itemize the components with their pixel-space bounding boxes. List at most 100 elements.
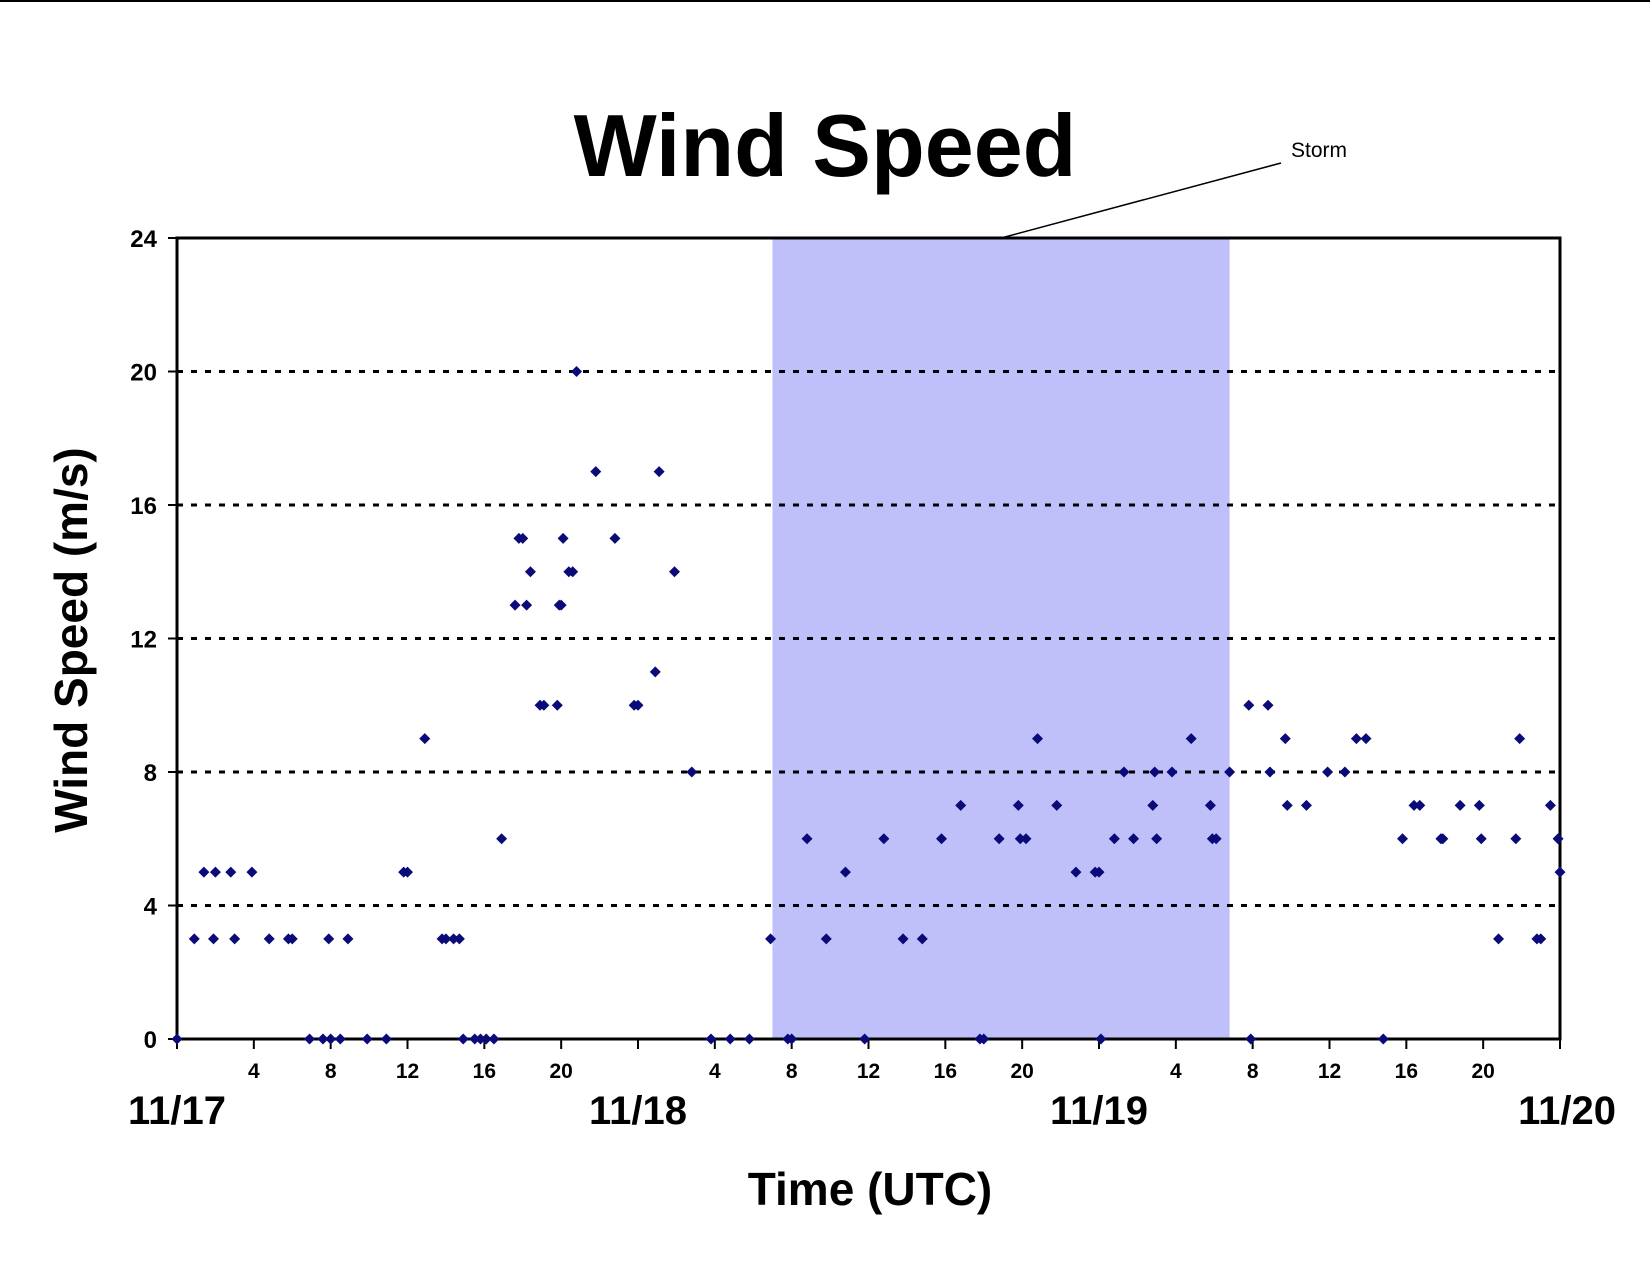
data-point <box>207 933 219 945</box>
data-point <box>668 566 680 578</box>
data-point <box>1095 1033 1107 1045</box>
data-point <box>209 866 221 878</box>
storm-period-band <box>772 238 1230 1039</box>
data-point <box>1245 1033 1257 1045</box>
hour-tick-label: 4 <box>1170 1060 1182 1083</box>
data-point <box>743 1033 755 1045</box>
data-point <box>765 933 777 945</box>
hour-tick-label: 4 <box>248 1060 260 1083</box>
data-point <box>317 1033 329 1045</box>
y-tick-label: 0 <box>144 1027 157 1054</box>
date-tick-label: 11/18 <box>589 1089 687 1133</box>
data-point <box>469 1033 481 1045</box>
data-point <box>653 466 665 478</box>
data-point <box>1350 733 1362 745</box>
data-point <box>402 866 413 878</box>
data-point <box>480 1033 492 1045</box>
data-point <box>859 1033 871 1045</box>
data-point <box>1108 833 1120 845</box>
data-point <box>567 566 579 578</box>
data-point <box>1544 799 1556 811</box>
data-point <box>649 666 661 678</box>
data-point <box>1070 866 1082 878</box>
data-point <box>1118 766 1130 778</box>
data-point <box>453 933 465 945</box>
data-point <box>1020 833 1032 845</box>
hour-tick-label: 20 <box>549 1060 572 1083</box>
data-point <box>448 933 460 945</box>
hour-tick-label: 20 <box>1010 1060 1033 1083</box>
data-point <box>1552 833 1564 845</box>
x-axis-title: Time (UTC) <box>748 1163 993 1215</box>
data-point <box>323 933 335 945</box>
data-point <box>286 933 298 945</box>
data-point <box>1281 799 1293 811</box>
data-point <box>419 733 431 745</box>
data-point <box>993 833 1005 845</box>
y-tick-label: 24 <box>130 226 157 253</box>
y-tick-labels: 0 4 8 12 16 20 24 <box>130 226 157 1054</box>
hour-tick-label: 16 <box>934 1060 957 1083</box>
data-point <box>304 1033 316 1045</box>
data-point <box>839 866 851 878</box>
data-point <box>1185 733 1197 745</box>
date-tick-label: 11/20 <box>1518 1089 1616 1133</box>
data-point <box>786 1033 798 1045</box>
data-point <box>955 799 967 811</box>
data-point <box>1339 766 1351 778</box>
hour-tick-label: 8 <box>1247 1060 1259 1083</box>
data-point <box>1093 866 1105 878</box>
data-point <box>263 933 275 945</box>
top-border-line <box>0 0 1650 2</box>
data-point <box>509 599 521 611</box>
data-point <box>225 866 237 878</box>
hour-tick-label: 4 <box>709 1060 721 1083</box>
data-point <box>334 1033 346 1045</box>
data-point <box>609 532 621 544</box>
data-point <box>1224 766 1236 778</box>
data-point <box>1128 833 1140 845</box>
y-axis-title: Wind Speed (m/s) <box>45 447 97 833</box>
data-point <box>521 599 533 611</box>
data-point <box>1535 933 1547 945</box>
data-point <box>1210 833 1222 845</box>
data-point <box>1279 733 1291 745</box>
data-point <box>571 366 583 377</box>
y-tick-label: 16 <box>130 493 157 520</box>
data-point <box>229 933 241 945</box>
hour-tick-label: 12 <box>857 1060 880 1083</box>
y-tick-label: 4 <box>144 894 158 921</box>
data-point <box>590 466 602 478</box>
data-point <box>1408 799 1420 811</box>
data-point <box>325 1033 337 1045</box>
data-point <box>1493 933 1505 945</box>
date-tick-labels: 11/17 11/18 11/19 11/20 <box>128 1089 1616 1133</box>
data-point <box>1377 1033 1389 1045</box>
storm-annotation-leader <box>1000 162 1282 239</box>
data-point <box>724 1033 736 1045</box>
hour-tick-label: 8 <box>786 1060 798 1083</box>
data-point <box>1414 799 1426 811</box>
storm-annotation: Storm <box>1000 139 1347 239</box>
data-point <box>1151 833 1163 845</box>
data-point <box>1147 799 1159 811</box>
storm-annotation-label: Storm <box>1291 139 1347 162</box>
data-point <box>1012 799 1024 811</box>
data-points <box>171 366 1566 1045</box>
storm-layer <box>772 238 1230 1039</box>
data-point <box>474 1033 486 1045</box>
data-point <box>361 1033 373 1045</box>
data-point <box>557 532 569 544</box>
hour-tick-labels: 4 8 12 16 20 4 8 12 16 20 4 8 12 16 20 <box>248 1060 1495 1083</box>
data-point <box>1032 733 1044 745</box>
data-point <box>1475 833 1487 845</box>
data-point <box>198 866 210 878</box>
data-point <box>524 566 536 578</box>
hour-tick-label: 16 <box>473 1060 496 1083</box>
chart-title: Wind Speed <box>574 96 1077 195</box>
data-point <box>1510 833 1522 845</box>
hour-tick-label: 12 <box>396 1060 419 1083</box>
data-point <box>538 699 550 711</box>
data-point <box>1204 799 1216 811</box>
